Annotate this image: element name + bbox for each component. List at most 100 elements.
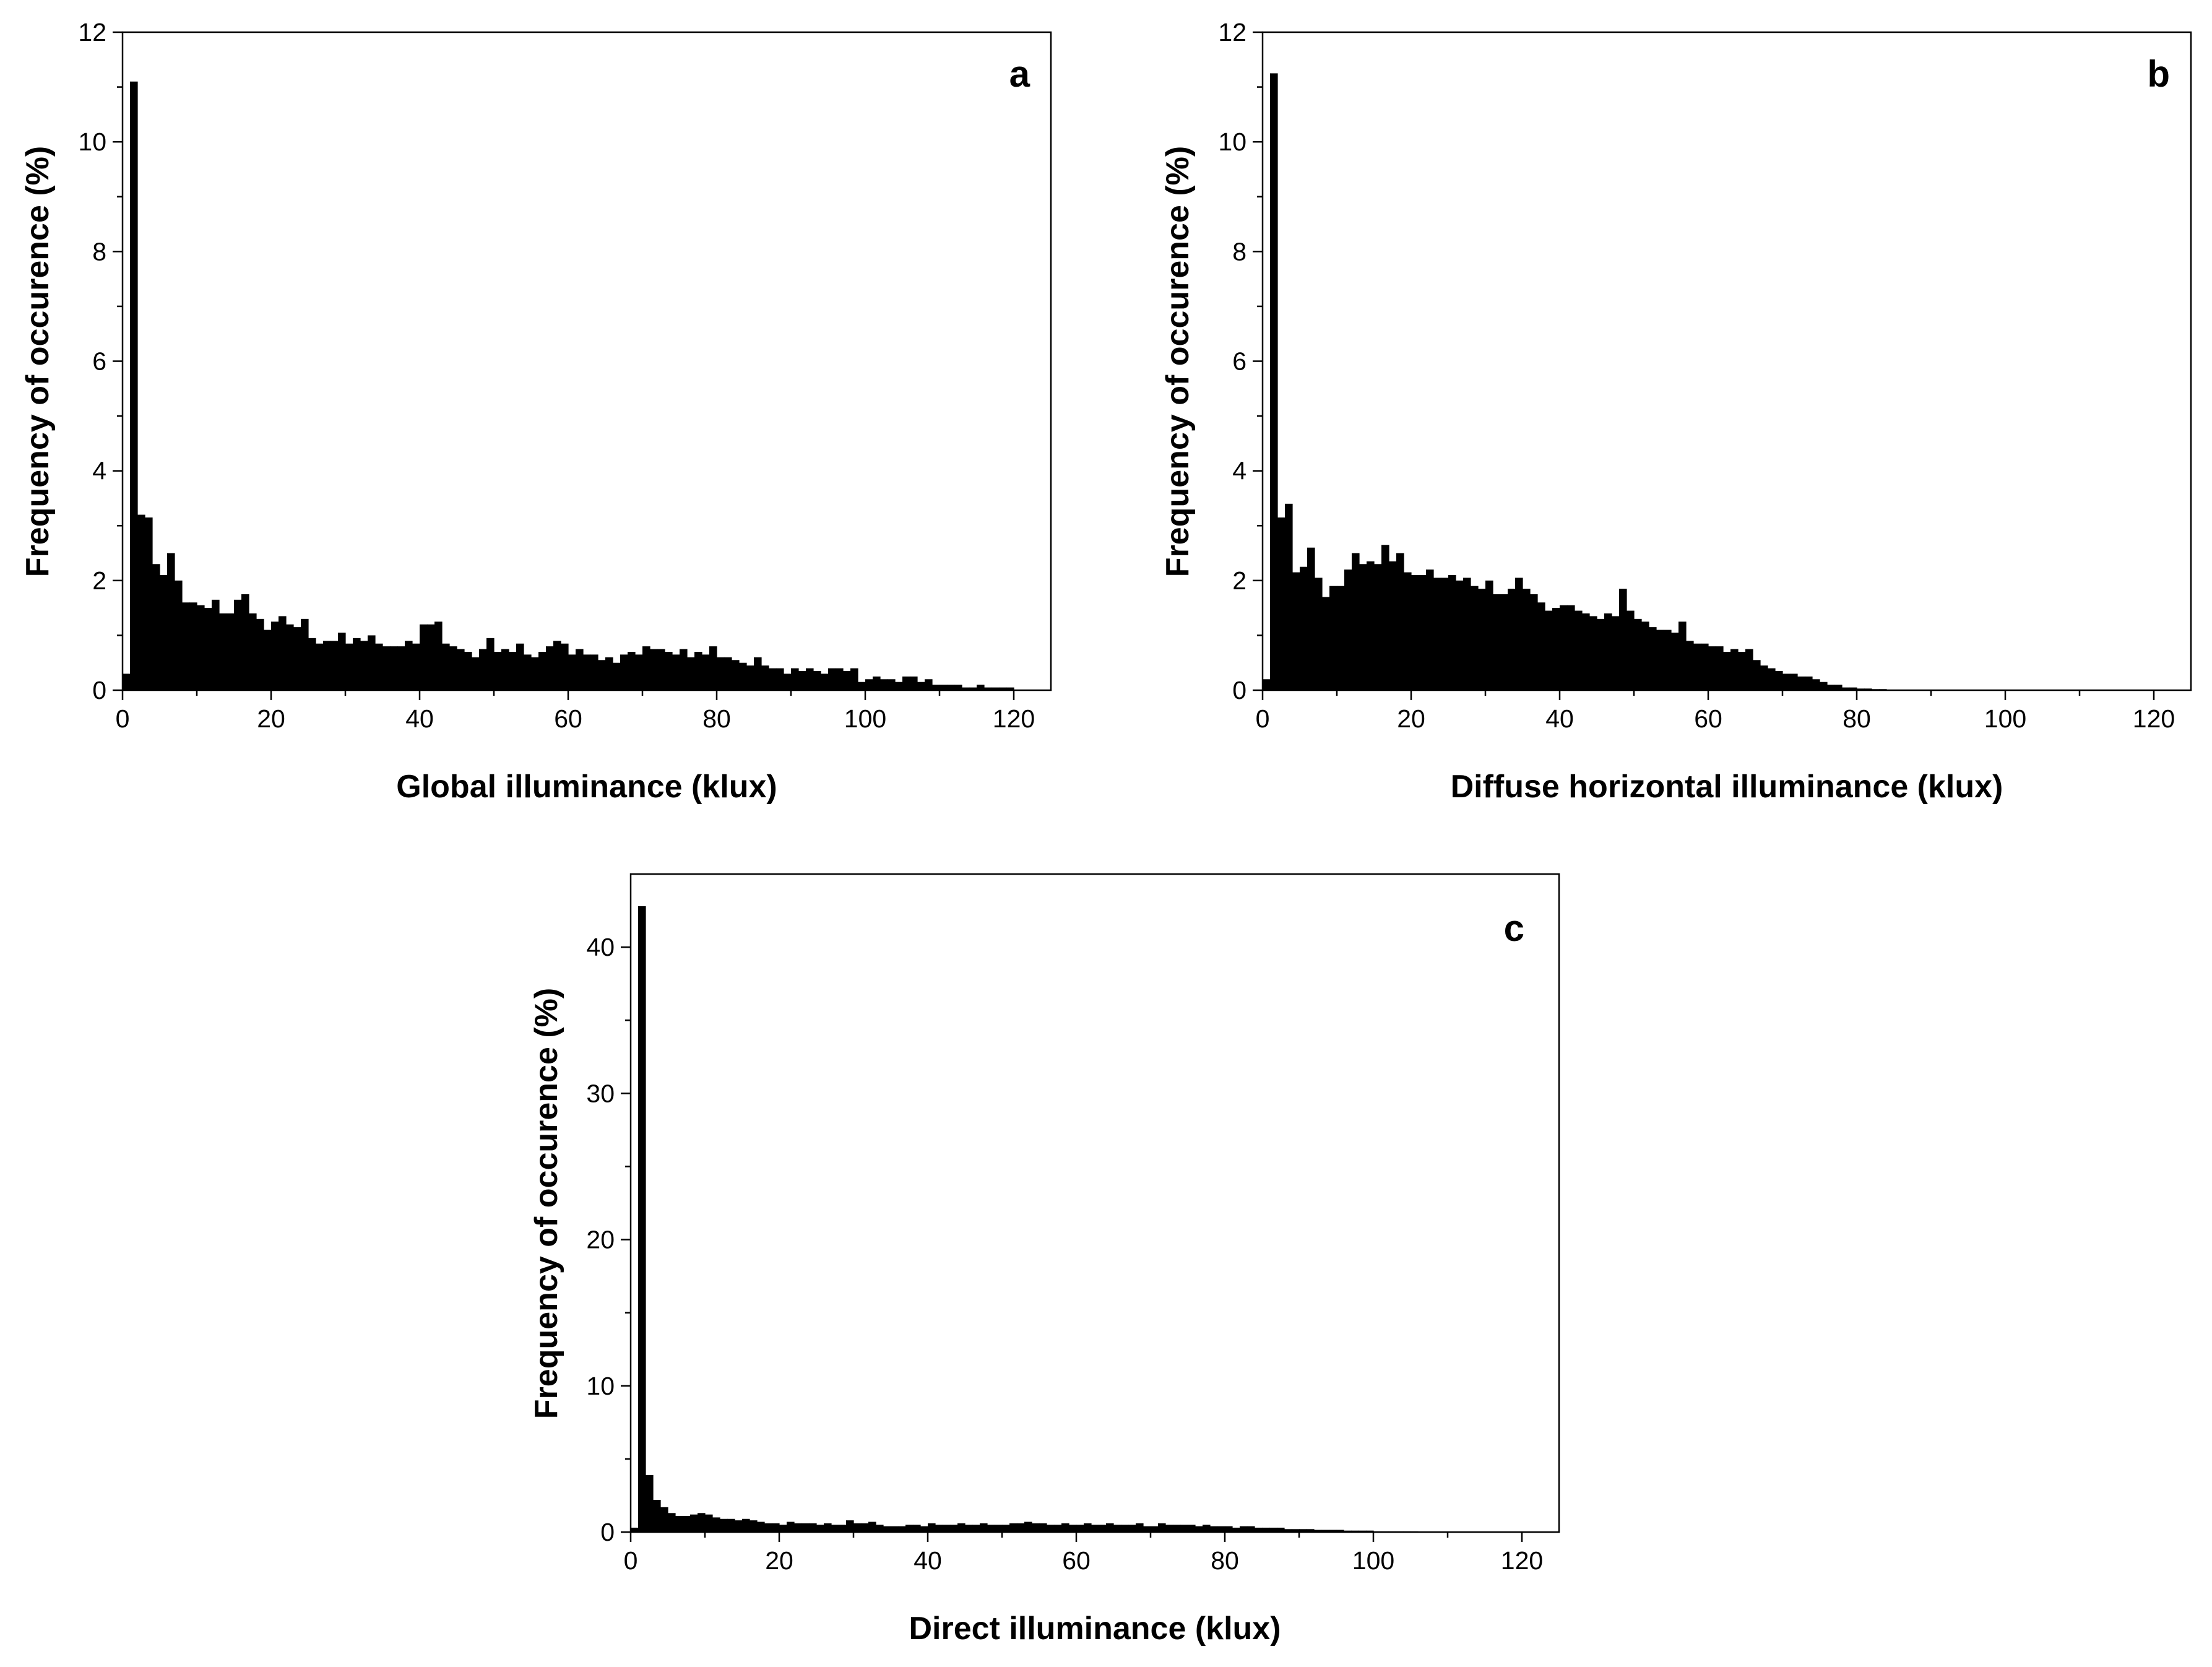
panel-a-bar <box>249 613 257 690</box>
panel-c-x-tick-label: 100 <box>1352 1546 1394 1575</box>
panel-c-bar <box>1091 1525 1099 1532</box>
panel-c-bar <box>668 1513 676 1532</box>
panel-b-y-tick-label: 8 <box>1232 237 1246 266</box>
panel-a-y-tick-label: 2 <box>92 566 106 595</box>
panel-a-bar <box>353 638 361 690</box>
panel-b-y-ticks: 0 2 4 6 8 10 12 <box>1218 18 1263 704</box>
panel-c-bar <box>1307 1529 1315 1532</box>
panel-c-bar <box>1143 1526 1151 1532</box>
panel-c-bar <box>1292 1529 1300 1532</box>
panel-a-bar <box>516 643 524 690</box>
panel-c-bar <box>1158 1523 1166 1532</box>
panel-c-bar <box>1136 1523 1144 1532</box>
panel-c-bar <box>1039 1523 1047 1532</box>
panel-c-bar <box>712 1517 720 1532</box>
panel-c-bar <box>683 1516 691 1532</box>
panel-a-bar <box>167 553 175 690</box>
panel-c-bar <box>727 1518 735 1532</box>
panel-b-bar <box>1634 618 1642 690</box>
panel-b-bar <box>1367 561 1375 690</box>
panel-c-plot-frame <box>629 873 1560 1533</box>
panel-a-bar <box>323 641 331 690</box>
panel-c-bar <box>876 1525 884 1532</box>
panel-a-bar <box>501 649 509 690</box>
panel-a-bar <box>717 657 725 690</box>
panel-c-bars <box>631 906 1485 1532</box>
panel-c-bar <box>1024 1522 1032 1532</box>
panel-b-bar <box>1708 646 1716 690</box>
panel-a-bar <box>821 673 829 690</box>
panel-c-bar <box>853 1523 862 1532</box>
panel-c-bar <box>735 1520 743 1532</box>
panel-b-bar <box>1775 671 1783 690</box>
panel-c-bar <box>1344 1530 1352 1532</box>
panel-b-bar <box>1730 649 1739 690</box>
panel-c-x-tick-label: 60 <box>1062 1546 1091 1575</box>
panel-c-bar <box>1433 1531 1441 1532</box>
panel-a-x-tick-label: 40 <box>405 704 434 733</box>
panel-a-bar <box>486 638 495 690</box>
panel-c-bar <box>905 1525 914 1532</box>
panel-c-bar <box>1262 1527 1270 1532</box>
panel-b-bar <box>1597 618 1605 690</box>
panel-a-bar <box>175 580 183 690</box>
panel-c-bar <box>1113 1525 1121 1532</box>
panel-b-bar <box>1768 668 1776 690</box>
panel-a-y-tick-label: 8 <box>92 237 106 266</box>
panel-b-y-tick-label: 10 <box>1218 128 1246 156</box>
panel-c-bar <box>1217 1526 1225 1532</box>
panel-c-bar <box>1061 1523 1069 1532</box>
panel-c-bar <box>801 1523 810 1532</box>
panel-b-bar <box>1834 685 1843 690</box>
panel-a-bar <box>769 668 777 690</box>
panel-a-bar <box>568 654 576 690</box>
panel-b-bar <box>1701 643 1709 690</box>
panel-c-bar <box>794 1523 802 1532</box>
panel-c-bar <box>1321 1530 1329 1532</box>
panel-c-bar <box>809 1523 817 1532</box>
panel-b-bar <box>1805 676 1813 690</box>
panel-b-y-tick-label: 0 <box>1232 676 1246 704</box>
panel-c-bar <box>883 1526 891 1532</box>
panel-b-bar <box>1842 687 1850 690</box>
panel-c-bar <box>742 1518 750 1532</box>
panel-b-bar <box>1664 630 1672 690</box>
panel-b-bar <box>1359 564 1367 690</box>
panel-a-bar <box>204 608 212 691</box>
panel-a-bar <box>754 657 762 690</box>
panel-a-bar <box>999 687 1007 690</box>
panel-c-bar <box>1128 1525 1136 1532</box>
panel-c-bar <box>1232 1527 1240 1532</box>
panel-c-bar <box>1299 1529 1307 1532</box>
panel-a-bar <box>390 646 398 690</box>
panel-a-x-tick-label: 20 <box>257 704 285 733</box>
panel-c-bar <box>1047 1525 1055 1532</box>
panel-c-bar <box>1173 1525 1181 1532</box>
panel-c-y-tick-label: 40 <box>586 933 615 961</box>
panel-a-bar <box>613 662 621 690</box>
panel-b-bar <box>1337 586 1345 690</box>
panel-a-bar <box>457 649 465 690</box>
panel-a-bar <box>850 668 858 690</box>
panel-a-bar <box>873 676 881 690</box>
panel-b-bar <box>1463 578 1471 690</box>
panel-b-bar <box>1381 545 1389 690</box>
panel-a-bar <box>791 668 799 690</box>
panel-c-bar <box>1180 1525 1188 1532</box>
panel-b-bar <box>1857 688 1865 690</box>
panel-a-bar <box>301 618 309 690</box>
panel-c-bar <box>839 1525 847 1532</box>
panel-c-bar <box>943 1525 951 1532</box>
panel-b-y-tick-label: 12 <box>1218 18 1246 46</box>
panel-c-bar <box>913 1525 921 1532</box>
panel-a-bar <box>724 657 732 690</box>
panel-a-bar <box>895 682 903 690</box>
panel-b-bar <box>1352 553 1360 690</box>
panel-a-y-tick-label: 0 <box>92 676 106 704</box>
panel-b-bar <box>1389 561 1397 690</box>
panel-b-bar <box>1515 578 1523 690</box>
panel-c-bar <box>646 1474 654 1532</box>
panel-a-bar <box>137 514 145 690</box>
panel-a-bar <box>449 646 457 690</box>
